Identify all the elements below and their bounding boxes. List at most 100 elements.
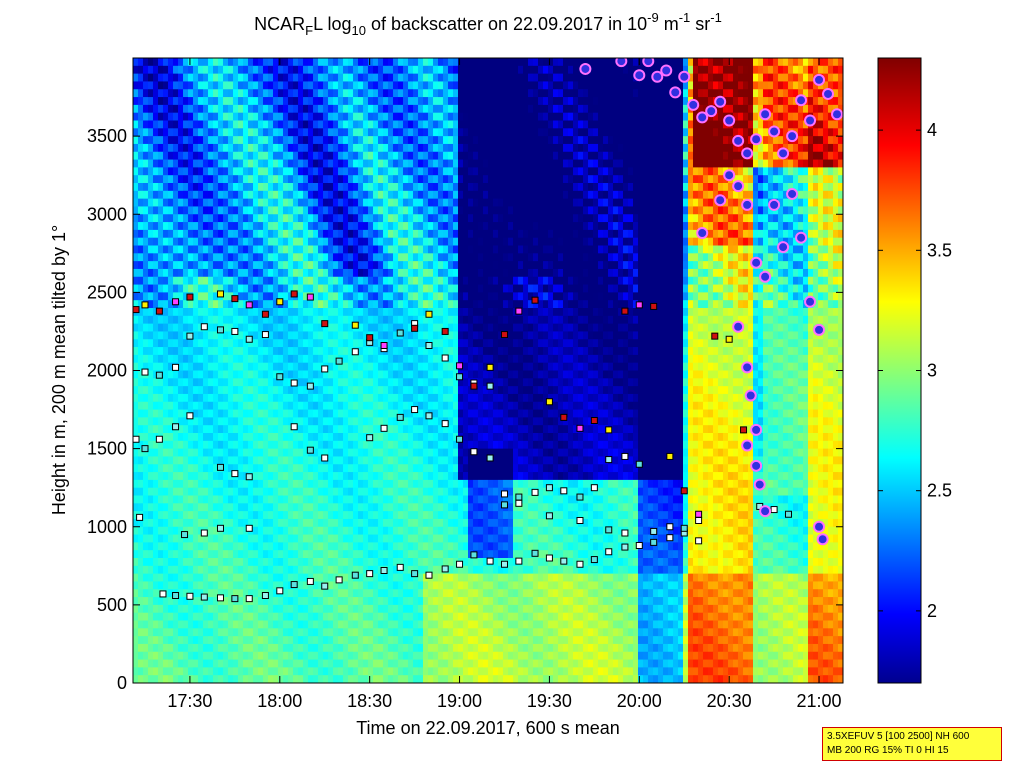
heatmap-cell [218,378,224,387]
heatmap-cell [418,214,424,223]
heatmap-cell [343,643,349,653]
heatmap-cell [193,136,199,145]
heatmap-cell [303,253,309,262]
heatmap-cell [253,65,259,75]
heatmap-cell [153,542,159,551]
heatmap-cell [413,597,419,606]
heatmap-cell [413,214,419,223]
heatmap-cell [298,222,304,231]
heatmap-cell [263,581,269,590]
heatmap-cell [138,229,144,239]
heatmap-cell [268,464,274,473]
heatmap-cell [318,159,324,168]
heatmap-cell [213,440,219,450]
heatmap-cell [273,58,279,67]
heatmap-cell [138,65,144,75]
heatmap-cell [408,58,414,67]
heatmap-cell [423,550,429,559]
heatmap-cell [433,433,439,442]
heatmap-cell [353,97,359,106]
heatmap-cell [348,526,354,536]
heatmap-cell [163,362,169,372]
heatmap-cell [243,261,249,270]
heatmap-cell [288,167,294,176]
heatmap-cell [423,222,429,231]
heatmap-cell [408,315,414,325]
heatmap-cell [193,487,199,497]
heatmap-cell [418,479,424,489]
heatmap-cell [398,214,404,223]
heatmap-cell [233,354,239,364]
heatmap-cell [338,58,344,67]
heatmap-cell [438,175,444,184]
heatmap-cell [153,472,159,481]
heatmap-cell [183,401,189,411]
heatmap-cell [358,628,364,637]
heatmap-cell [353,628,359,637]
heatmap-cell [408,643,414,653]
heatmap-cell [233,198,239,208]
heatmap-cell [178,448,184,458]
heatmap-cell [393,565,399,575]
heatmap-cell [368,323,374,333]
heatmap-cell [223,534,229,543]
heatmap-cell [298,448,304,458]
heatmap-cell [308,268,314,278]
heatmap-cell [143,440,149,450]
heatmap-cell [188,448,194,458]
heatmap-cell [188,440,194,450]
heatmap-cell [313,128,319,137]
heatmap-cell [283,198,289,208]
heatmap-cell [423,97,429,106]
heatmap-cell [378,362,384,372]
heatmap-cell [303,81,309,90]
heatmap-cell [303,120,309,129]
heatmap-cell [273,284,279,293]
heatmap-cell [198,143,204,153]
heatmap-cell [188,175,194,184]
heatmap-cell [313,81,319,90]
heatmap-cell [263,526,269,536]
heatmap-cell [443,120,449,129]
heatmap-cell [223,417,229,426]
heatmap-cell [278,503,284,512]
heatmap-cell [263,628,269,637]
heatmap-cell [288,89,294,98]
heatmap-cell [388,581,394,590]
heatmap-cell [213,245,219,254]
heatmap-cell [438,167,444,176]
heatmap-cell [433,620,439,629]
heatmap-cell [308,315,314,325]
heatmap-cell [253,667,259,676]
heatmap-cell [273,675,279,683]
heatmap-cell [173,58,179,67]
heatmap-cell [288,620,294,629]
heatmap-cell [143,284,149,293]
heatmap-cell [213,417,219,426]
heatmap-cell [208,448,214,458]
heatmap-cell [288,284,294,293]
heatmap-cell [313,620,319,629]
heatmap-cell [148,511,154,520]
heatmap-cell [228,128,234,137]
heatmap-cell [263,354,269,364]
heatmap-cell [213,331,219,340]
heatmap-cell [298,104,304,114]
heatmap-cell [223,354,229,364]
heatmap-cell [143,597,149,606]
heatmap-cell [253,347,259,356]
heatmap-cell [268,190,274,200]
heatmap-cell [298,308,304,317]
heatmap-cell [333,409,339,418]
heatmap-cell [213,386,219,395]
heatmap-cell [413,347,419,356]
heatmap-cell [393,472,399,481]
heatmap-cell [248,565,254,575]
heatmap-cell [293,58,299,67]
heatmap-cell [283,73,289,83]
heatmap-cell [428,597,434,606]
heatmap-cell [203,120,209,129]
heatmap-cell [223,675,229,683]
heatmap-cell [213,167,219,176]
heatmap-cell [433,245,439,254]
